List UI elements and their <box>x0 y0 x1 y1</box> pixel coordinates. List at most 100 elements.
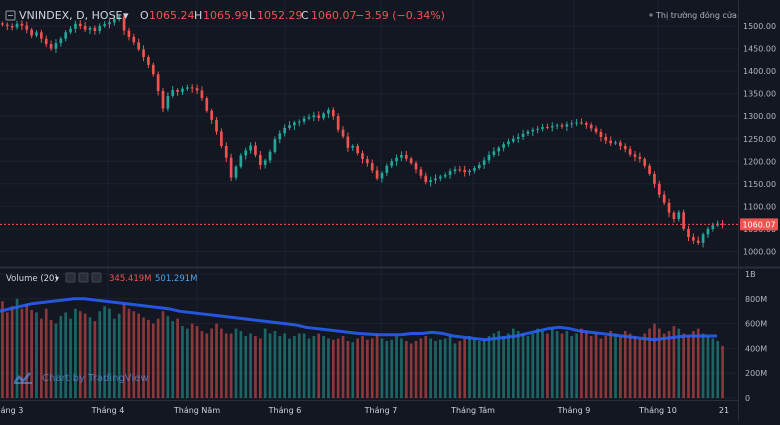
dropdown-caret-icon[interactable]: ▾ <box>55 274 59 283</box>
volume-bar <box>239 331 243 398</box>
collapse-icon[interactable] <box>5 10 16 21</box>
volume-bar <box>195 326 199 398</box>
candle-body <box>521 133 525 137</box>
time-tick-label: Tháng 10 <box>638 406 677 415</box>
candle-body <box>1 23 4 25</box>
candle-body <box>49 44 53 49</box>
candle <box>482 157 486 169</box>
volume-bar <box>20 308 24 398</box>
volume-bar <box>190 323 194 398</box>
candle-body <box>502 144 505 148</box>
volume-label[interactable]: Volume (20) <box>6 274 58 284</box>
candle-body <box>477 164 481 169</box>
candle-body <box>258 154 262 165</box>
candle-body <box>20 23 24 26</box>
volume-bar <box>599 338 603 398</box>
price-tick-label: 1150.00 <box>743 180 776 189</box>
settings-icon[interactable] <box>78 272 89 283</box>
candle-body <box>497 147 501 152</box>
candle-body <box>161 90 165 109</box>
candle-body <box>132 36 136 43</box>
candle-body <box>565 124 569 127</box>
volume-bar <box>249 333 252 398</box>
candle-body <box>468 170 471 173</box>
candle-body <box>263 160 267 165</box>
candle-body <box>463 169 467 173</box>
candle-body <box>439 176 442 179</box>
candle <box>404 150 408 162</box>
candle-body <box>336 116 340 130</box>
candle-body <box>205 98 209 111</box>
candle <box>20 20 24 31</box>
close-value: 1060.07 <box>311 9 357 22</box>
candle-body <box>614 142 617 144</box>
candle <box>229 153 233 182</box>
candle <box>682 209 685 231</box>
candle <box>546 123 549 130</box>
candle <box>633 150 637 162</box>
candle <box>497 145 501 156</box>
time-tick-label: 21 <box>719 406 729 415</box>
candle <box>502 141 505 152</box>
candle-body <box>443 174 447 177</box>
candle <box>93 25 97 35</box>
candle <box>395 154 398 166</box>
volume-bar <box>424 336 428 398</box>
candle <box>336 113 340 133</box>
candle-body <box>609 140 612 144</box>
visibility-icon[interactable] <box>65 272 76 283</box>
candle-body <box>283 127 286 134</box>
volume-tick-label: 600M <box>745 320 767 329</box>
candle-body <box>619 142 622 146</box>
volume-bar <box>385 340 389 398</box>
volume-bar <box>380 338 384 398</box>
volume-bar <box>161 311 165 398</box>
tradingview-watermark[interactable]: Chart by TradingView <box>14 372 149 384</box>
candle <box>278 130 282 144</box>
candle <box>147 55 150 68</box>
volume-bar <box>667 331 671 398</box>
candle-body <box>254 145 257 155</box>
candle <box>83 21 87 32</box>
volume-bar <box>701 333 705 398</box>
time-axis[interactable]: áng 3 Tháng 4 Tháng Năm Tháng 6 Tháng 7 Tháng… <box>1 406 729 415</box>
volume-bar <box>361 336 364 398</box>
dropdown-caret-icon[interactable]: ▾ <box>123 9 129 22</box>
grid <box>0 0 738 400</box>
candle-body <box>692 237 695 241</box>
volume-bar <box>653 323 656 398</box>
candle <box>400 151 403 162</box>
candle-body <box>409 158 413 164</box>
volume-axis[interactable]: 1B 800M 600M 400M 200M 0 <box>745 270 767 403</box>
candle <box>701 232 705 248</box>
candle-body <box>458 169 462 171</box>
symbol-title[interactable]: VNINDEX, D, HOSE <box>19 9 123 22</box>
candle <box>122 14 126 36</box>
candle-body <box>113 19 116 23</box>
volume-bar <box>15 298 19 398</box>
candle <box>463 165 467 177</box>
candle-body <box>677 212 681 220</box>
candle-body <box>482 160 486 165</box>
candle-body <box>370 163 374 171</box>
candle-body <box>589 124 593 129</box>
time-tick-label: Tháng 6 <box>268 406 302 415</box>
candle <box>64 30 68 42</box>
candle <box>443 172 447 179</box>
candle-body <box>657 183 661 195</box>
candle-body <box>83 26 87 30</box>
candle-body <box>555 125 559 127</box>
volume-bar <box>210 328 213 398</box>
candle-body <box>229 157 233 178</box>
candle <box>361 150 364 164</box>
candle-body <box>672 212 676 220</box>
candle-body <box>117 16 121 20</box>
volume-bar <box>176 318 179 398</box>
volume-bar <box>546 333 549 398</box>
candle <box>166 92 170 112</box>
candle <box>648 163 651 176</box>
volume-tick-label: 800M <box>745 295 767 304</box>
close-icon[interactable] <box>91 272 102 283</box>
candle-body <box>682 212 685 229</box>
